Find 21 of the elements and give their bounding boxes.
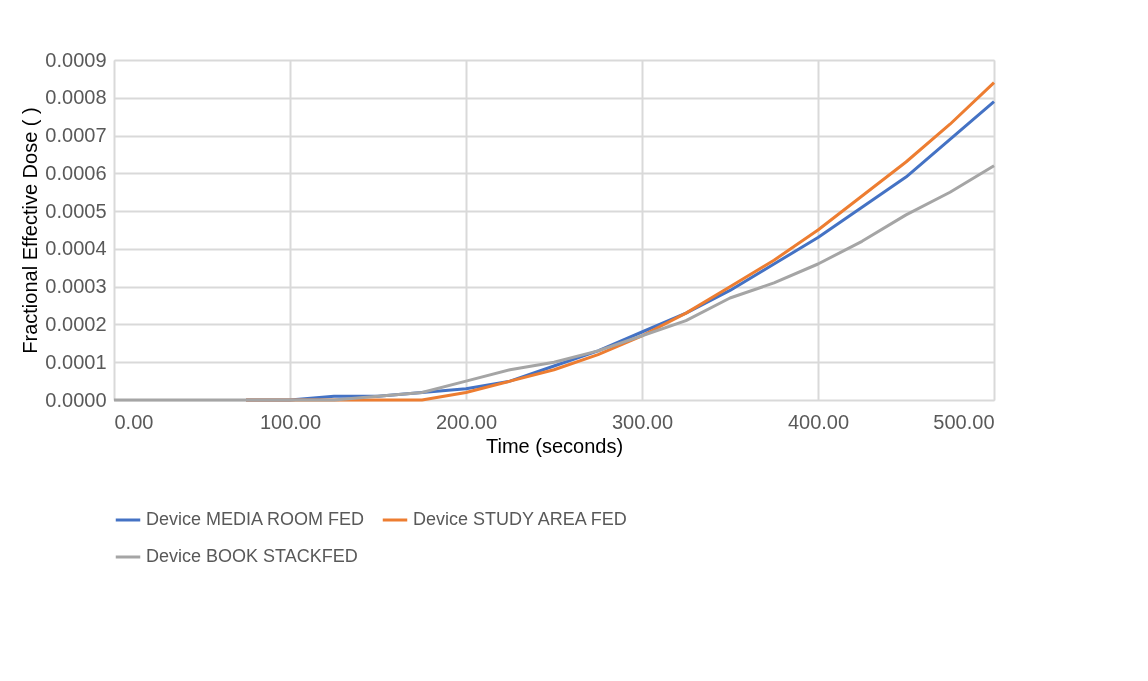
x-tick-label: 100.00: [259, 410, 322, 433]
legend-label: Device MEDIA ROOM FED: [146, 509, 365, 529]
y-axis-title: Fractional Effective Dose ( ): [19, 107, 42, 354]
legend-label: Device BOOK STACKFED: [146, 546, 358, 566]
x-axis-title: Time (seconds): [485, 434, 624, 457]
y-tick-label: 0.0001: [45, 350, 107, 373]
y-tick-label: 0.0007: [45, 124, 107, 147]
y-tick-label: 0.0009: [45, 48, 107, 71]
x-tick-label: 300.00: [611, 410, 674, 433]
y-tick-label: 0.0008: [45, 86, 107, 109]
y-tick-label: 0.0002: [45, 312, 107, 335]
x-tick-label: 400.00: [787, 410, 850, 433]
x-tick-label: 500.00: [933, 410, 995, 433]
x-tick-label: 0.00: [114, 410, 154, 433]
legend-label: Device STUDY AREA FED: [413, 509, 627, 529]
y-tick-label: 0.0005: [45, 199, 107, 222]
y-tick-label: 0.0004: [45, 237, 107, 260]
y-tick-label: 0.0003: [45, 275, 107, 298]
y-tick-label: 0.0000: [45, 388, 107, 411]
y-tick-label: 0.0006: [45, 161, 107, 184]
x-tick-label: 200.00: [435, 410, 498, 433]
